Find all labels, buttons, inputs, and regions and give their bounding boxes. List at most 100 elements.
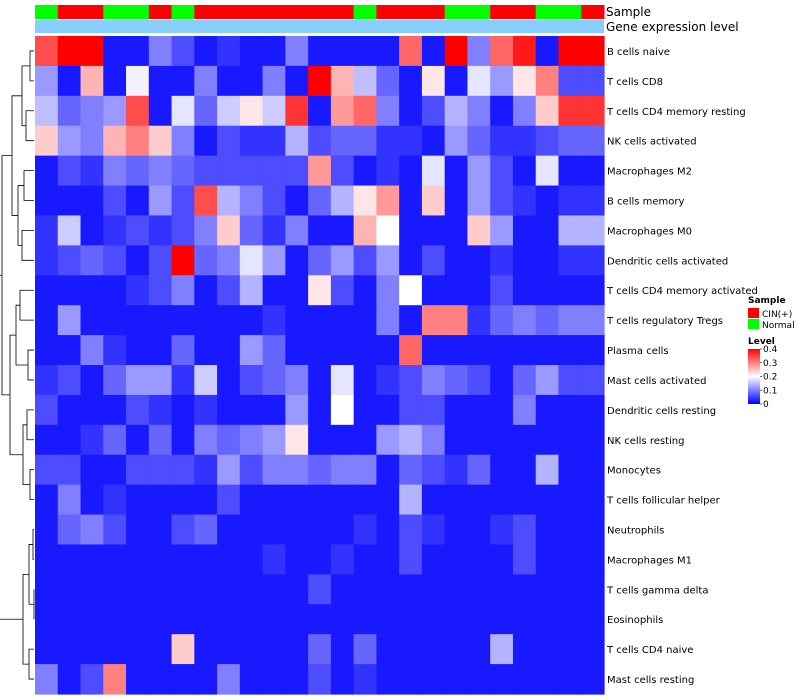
row-label: Mast cells resting — [607, 675, 694, 686]
heatmap-cell — [490, 484, 514, 516]
heatmap-cell — [490, 664, 514, 695]
heatmap-cell — [239, 604, 264, 635]
heatmap-cell — [103, 185, 127, 217]
heatmap-cell — [35, 604, 59, 635]
sample-annotation-cell — [535, 5, 559, 19]
heatmap-cell — [376, 65, 400, 97]
heatmap-cell — [330, 484, 355, 516]
dendrogram-branch — [15, 304, 28, 366]
heatmap-cell — [558, 365, 582, 396]
heatmap-cell — [103, 36, 127, 67]
dendrogram-branch — [21, 230, 34, 261]
sample-annotation-cell — [467, 5, 491, 19]
heatmap-cell — [467, 335, 491, 366]
heatmap-cell — [581, 394, 605, 426]
heatmap-cell — [80, 604, 104, 635]
heatmap-cell — [512, 95, 537, 127]
heatmap-cell — [558, 604, 582, 635]
heatmap-cell — [490, 454, 514, 486]
heatmap-cell — [512, 245, 537, 276]
heatmap-cell — [171, 245, 195, 276]
heatmap-cell — [171, 215, 195, 246]
legend-level-tick-label: 0.4 — [763, 345, 778, 355]
heatmap-cell — [535, 95, 560, 127]
heatmap-cell — [512, 604, 537, 635]
heatmap-cell — [239, 155, 264, 187]
heatmap-cell — [581, 484, 605, 516]
heatmap-cell — [535, 514, 560, 546]
heatmap-cell — [217, 95, 241, 127]
sample-annotation-cell — [194, 5, 218, 19]
heatmap-cell — [103, 574, 127, 605]
heatmap-cell — [285, 155, 309, 187]
heatmap-cell — [285, 514, 309, 546]
heatmap-cell — [80, 544, 104, 575]
heatmap-cell — [490, 215, 514, 246]
heatmap-cell — [217, 574, 241, 605]
heatmap-cell — [330, 634, 355, 665]
heatmap-cell — [581, 185, 605, 217]
heatmap-cell — [490, 95, 514, 127]
heatmap-cell — [148, 394, 173, 426]
heatmap-cell — [490, 65, 514, 97]
heatmap-cell — [57, 424, 82, 456]
heatmap-cell — [444, 245, 469, 276]
heatmap-cell — [376, 95, 400, 127]
heatmap-cell — [103, 125, 127, 157]
sample-annotation-cell — [421, 5, 446, 19]
heatmap-cell — [330, 664, 355, 695]
heatmap-cell — [285, 305, 309, 336]
heatmap-cell — [581, 454, 605, 486]
heatmap-cell — [421, 275, 446, 306]
heatmap-cell — [126, 185, 150, 217]
heatmap-cell — [80, 365, 104, 396]
heatmap-cell — [376, 275, 400, 306]
heatmap-cell — [239, 245, 264, 276]
heatmap-cell — [399, 305, 423, 336]
heatmap-cell — [126, 574, 150, 605]
sample-annotation-cell — [399, 5, 423, 19]
heatmap-cell — [239, 95, 264, 127]
heatmap-cell — [512, 424, 537, 456]
heatmap-cell — [353, 125, 377, 157]
heatmap-cell — [194, 36, 218, 67]
row-label: T cells CD4 naive — [606, 645, 693, 656]
row-label: Plasma cells — [607, 346, 669, 357]
heatmap-cell — [80, 514, 104, 546]
heatmap-cell — [535, 65, 560, 97]
heatmap-cell — [535, 275, 560, 306]
heatmap-cell — [262, 215, 286, 246]
heatmap-cell — [444, 36, 469, 67]
heatmap-cell — [581, 604, 605, 635]
heatmap-cell — [35, 215, 59, 246]
heatmap-cell — [308, 335, 332, 366]
heatmap-cell — [581, 365, 605, 396]
heatmap-cell — [308, 424, 332, 456]
heatmap-cell — [262, 36, 286, 67]
heatmap-cell — [467, 514, 491, 546]
heatmap-cell — [444, 275, 469, 306]
heatmap-cell — [353, 36, 377, 67]
heatmap-cell — [148, 634, 173, 665]
heatmap-cell — [285, 484, 309, 516]
heatmap-cell — [353, 275, 377, 306]
heatmap-cell — [399, 65, 423, 97]
heatmap-cell — [353, 634, 377, 665]
heatmap-cell — [194, 275, 218, 306]
heatmap-cell — [217, 215, 241, 246]
heatmap-cell — [581, 664, 605, 695]
heatmap-cell — [399, 664, 423, 695]
heatmap-cell — [330, 335, 355, 366]
heatmap-cell — [126, 604, 150, 635]
heatmap-cell — [262, 245, 286, 276]
heatmap-cell — [148, 424, 173, 456]
heatmap-cell — [399, 514, 423, 546]
heatmap-cell — [171, 305, 195, 336]
row-label: Monocytes — [607, 466, 661, 477]
sample-annotation-cell — [171, 5, 195, 19]
heatmap-cell — [148, 65, 173, 97]
heatmap-cell — [376, 484, 400, 516]
heatmap-cell — [80, 335, 104, 366]
heatmap-cell — [512, 275, 537, 306]
sample-annotation-cell — [308, 5, 332, 19]
